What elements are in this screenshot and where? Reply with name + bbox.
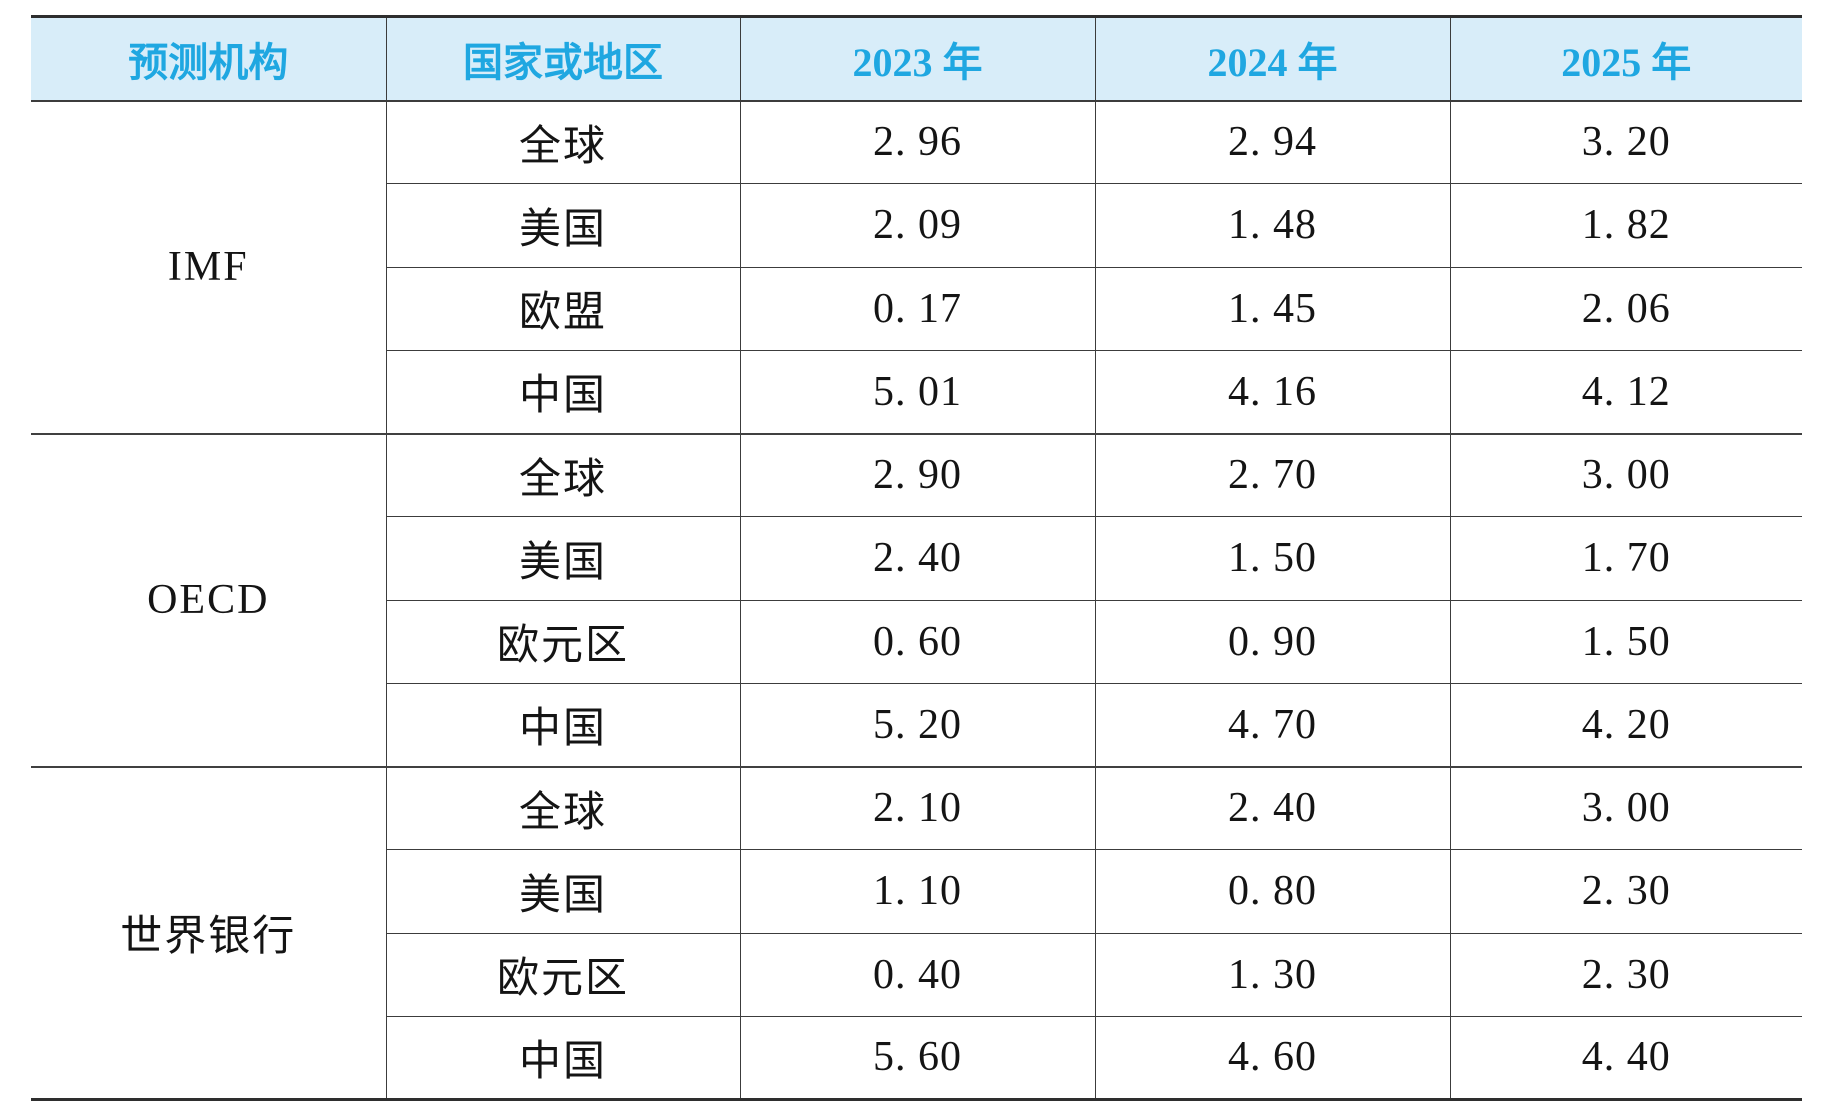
value-cell: 2. 40 <box>739 516 1095 600</box>
region-cell: 欧元区 <box>385 932 740 1017</box>
value-cell: 4. 12 <box>1449 349 1802 434</box>
value-cell: 5. 20 <box>739 682 1095 767</box>
region-cell: 全球 <box>385 432 740 517</box>
region-cell: 美国 <box>385 516 740 600</box>
value-cell: 3. 00 <box>1449 432 1802 517</box>
value-cell: 4. 70 <box>1094 682 1450 767</box>
value-cell: 1. 70 <box>1449 516 1802 600</box>
value-cell: 5. 60 <box>739 1015 1095 1100</box>
header-row: 预测机构 国家或地区 2023 年 2024 年 2025 年 <box>31 16 1802 102</box>
table-row: 欧元区 0. 40 1. 30 2. 30 <box>31 932 1802 1017</box>
region-cell: 美国 <box>385 183 740 267</box>
forecast-table: 预测机构 国家或地区 2023 年 2024 年 2025 年 IMF 全球 2… <box>31 15 1802 1101</box>
value-cell: 1. 82 <box>1449 183 1802 267</box>
region-cell: 全球 <box>385 765 740 850</box>
region-cell: 美国 <box>385 849 740 933</box>
value-cell: 4. 16 <box>1094 349 1450 434</box>
value-cell: 2. 06 <box>1449 266 1802 351</box>
table-row: 美国 2. 09 1. 48 1. 82 <box>31 183 1802 267</box>
value-cell: 3. 00 <box>1449 765 1802 850</box>
value-cell: 2. 40 <box>1094 765 1450 850</box>
table-row: 欧盟 0. 17 1. 45 2. 06 <box>31 266 1802 351</box>
table-row: 中国 5. 60 4. 60 4. 40 <box>31 1015 1802 1100</box>
table-row: 美国 1. 10 0. 80 2. 30 <box>31 849 1802 933</box>
org-cell-world-bank: 世界银行 <box>31 765 386 1100</box>
value-cell: 2. 10 <box>739 765 1095 850</box>
column-header-2023: 2023 年 <box>739 16 1095 102</box>
value-cell: 1. 50 <box>1094 516 1450 600</box>
value-cell: 2. 30 <box>1449 932 1802 1017</box>
value-cell: 0. 40 <box>739 932 1095 1017</box>
region-cell: 中国 <box>385 682 740 767</box>
column-header-region: 国家或地区 <box>385 16 740 102</box>
value-cell: 4. 20 <box>1449 682 1802 767</box>
column-header-2024: 2024 年 <box>1094 16 1450 102</box>
value-cell: 1. 30 <box>1094 932 1450 1017</box>
value-cell: 1. 48 <box>1094 183 1450 267</box>
value-cell: 2. 09 <box>739 183 1095 267</box>
value-cell: 2. 96 <box>739 100 1095 184</box>
value-cell: 0. 60 <box>739 599 1095 684</box>
value-cell: 4. 60 <box>1094 1015 1450 1100</box>
value-cell: 4. 40 <box>1449 1015 1802 1100</box>
org-cell-imf: IMF <box>167 244 249 290</box>
value-cell: 0. 90 <box>1094 599 1450 684</box>
org-cell-oecd: OECD <box>31 432 386 767</box>
value-cell: 0. 80 <box>1094 849 1450 933</box>
column-header-institution: 预测机构 <box>31 16 386 102</box>
region-cell: 欧元区 <box>385 599 740 684</box>
region-cell: 全球 <box>385 100 740 184</box>
value-cell: 2. 90 <box>739 432 1095 517</box>
table-row: OECD 全球 2. 90 2. 70 3. 00 <box>31 432 1802 767</box>
value-cell: 2. 94 <box>1094 100 1450 184</box>
table-row: 欧元区 0. 60 0. 90 1. 50 <box>31 599 1802 684</box>
value-cell: 1. 45 <box>1094 266 1450 351</box>
value-cell: 1. 50 <box>1449 599 1802 684</box>
region-cell: 中国 <box>385 1015 740 1100</box>
value-cell: 5. 01 <box>739 349 1095 434</box>
value-cell: 0. 17 <box>739 266 1095 351</box>
table-row: IMF 全球 2. 96 2. 94 3. 20 <box>31 100 1802 290</box>
value-cell: 3. 20 <box>1449 100 1802 184</box>
table-row: 美国 2. 40 1. 50 1. 70 <box>31 516 1802 600</box>
region-cell: 中国 <box>385 349 740 434</box>
value-cell: 2. 70 <box>1094 432 1450 517</box>
table-row: 世界银行 全球 2. 10 2. 40 3. 00 <box>31 765 1802 1100</box>
table-row: 中国 5. 01 4. 16 4. 12 <box>31 349 1802 434</box>
table-row: 中国 5. 20 4. 70 4. 20 <box>31 682 1802 767</box>
value-cell: 2. 30 <box>1449 849 1802 933</box>
region-cell: 欧盟 <box>385 266 740 351</box>
column-header-2025: 2025 年 <box>1449 16 1802 102</box>
value-cell: 1. 10 <box>739 849 1095 933</box>
